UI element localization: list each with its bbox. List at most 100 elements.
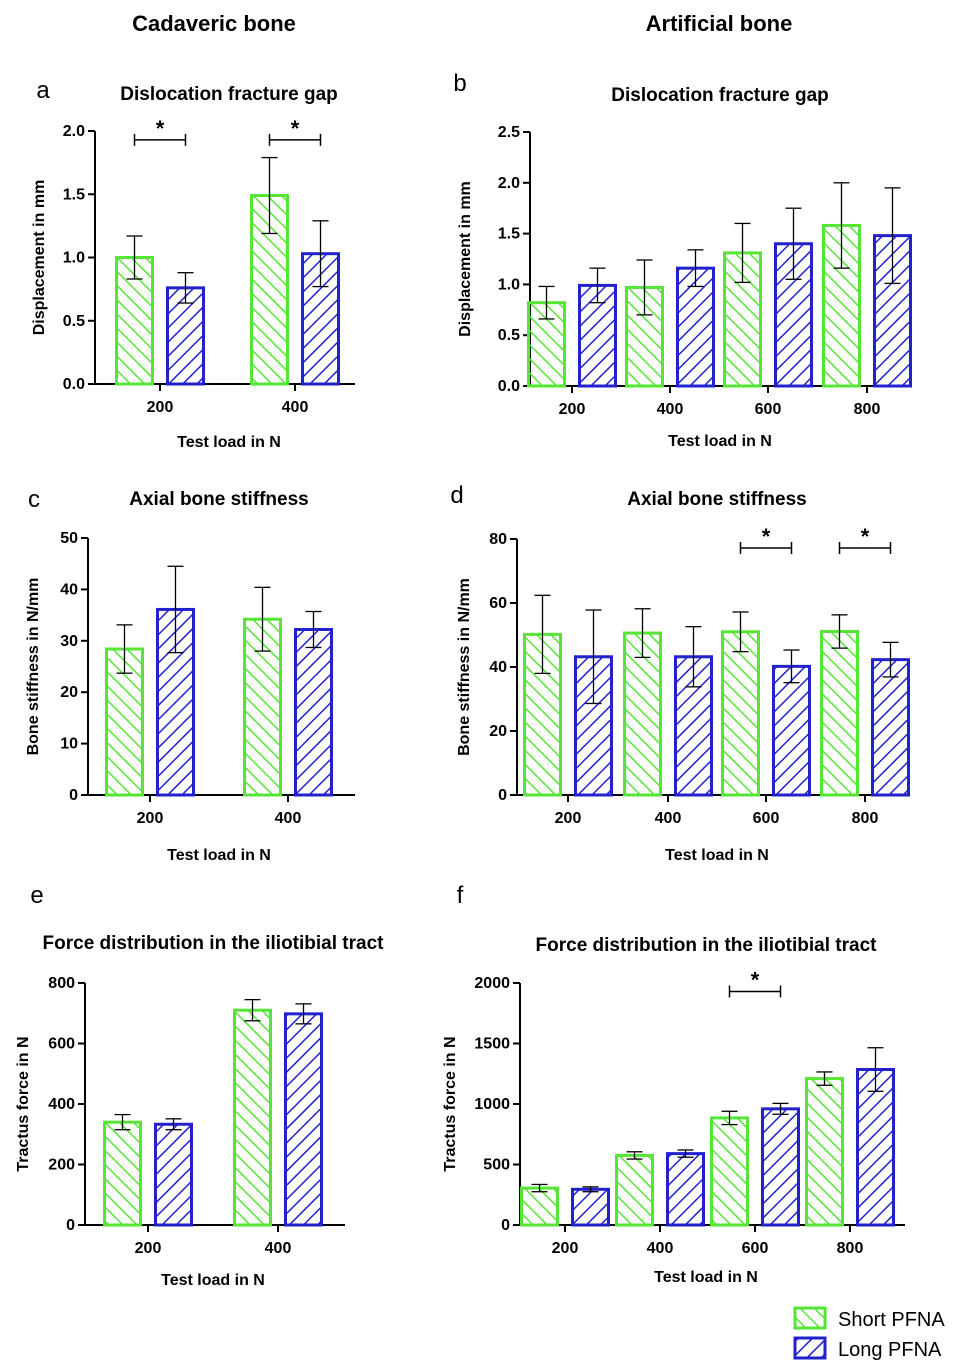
significance-star: * (751, 967, 760, 992)
error-bar (734, 222, 751, 284)
error-bar (126, 235, 143, 280)
x-axis-label: Test load in N (161, 1272, 265, 1289)
y-tick-label: 50 (60, 530, 78, 547)
x-tick-label: 800 (852, 810, 879, 827)
error-bar (534, 594, 551, 675)
bar-long-pfna (856, 1068, 895, 1227)
column-header-cadaveric: Cadaveric bone (132, 11, 296, 36)
y-tick-label: 2000 (474, 975, 510, 992)
error-bar (882, 641, 899, 678)
y-tick-label: 0 (69, 787, 78, 804)
error-bar (634, 608, 651, 659)
x-axis-label: Test load in N (668, 433, 772, 450)
panel-letter-d: d (450, 482, 463, 509)
chart-title: Axial bone stiffness (627, 489, 807, 510)
bar-long-pfna (772, 664, 811, 797)
x-tick-label: 400 (647, 1240, 674, 1257)
error-bar (687, 249, 704, 288)
y-tick-label: 60 (489, 595, 507, 612)
y-tick-label: 0 (501, 1217, 510, 1234)
chart-title: Force distribution in the iliotibial tra… (536, 935, 878, 956)
x-tick-label: 600 (753, 810, 780, 827)
error-bar (531, 1183, 548, 1193)
x-tick-label: 400 (282, 399, 309, 416)
error-bar (305, 610, 322, 649)
y-tick-label: 2.0 (63, 123, 85, 140)
x-tick-label: 400 (265, 1240, 292, 1257)
y-tick-label: 1.5 (63, 186, 85, 203)
error-bar (867, 1047, 884, 1092)
significance-bracket: * (728, 967, 782, 998)
bar-short-pfna (523, 632, 562, 797)
y-axis-label: Displacement in mm (457, 181, 474, 337)
y-tick-label: 40 (60, 581, 78, 598)
y-tick-label: 0.5 (63, 313, 85, 330)
x-axis-label: Test load in N (167, 847, 271, 864)
y-tick-label: 0 (66, 1217, 75, 1234)
bar-short-pfna (805, 1077, 844, 1227)
y-tick-label: 0.0 (63, 376, 85, 393)
x-axis-label: Test load in N (665, 847, 769, 864)
bar-long-pfna (284, 1012, 323, 1227)
y-tick-label: 0.5 (498, 327, 520, 344)
chart-title: Axial bone stiffness (129, 489, 309, 510)
y-tick-label: 200 (48, 1157, 75, 1174)
y-tick-label: 400 (48, 1096, 75, 1113)
x-axis-label: Test load in N (177, 434, 281, 451)
bar-short-pfna (520, 1186, 559, 1227)
error-bar (261, 156, 278, 235)
panel-letter-c: c (28, 486, 40, 513)
significance-star: * (762, 524, 771, 549)
x-tick-label: 800 (854, 401, 881, 418)
error-bar (721, 1110, 738, 1126)
error-bar (732, 611, 749, 653)
y-tick-label: 80 (489, 531, 507, 548)
error-bar (295, 1003, 312, 1025)
error-bar (114, 1113, 131, 1131)
bar-long-pfna (676, 266, 715, 388)
legend-label-long: Long PFNA (838, 1339, 942, 1361)
y-axis-label: Bone stiffness in N/mm (456, 578, 473, 756)
error-bar (677, 1149, 694, 1158)
significance-star: * (291, 116, 300, 141)
bar-short-pfna (233, 1008, 272, 1227)
y-tick-label: 20 (489, 723, 507, 740)
error-bar (636, 259, 653, 316)
error-bar (884, 187, 901, 285)
significance-bracket: * (838, 524, 892, 554)
bar-short-pfna (721, 630, 760, 797)
error-bar (116, 624, 133, 674)
x-tick-label: 800 (837, 1240, 864, 1257)
x-tick-label: 600 (742, 1240, 769, 1257)
panel-letter-e: e (30, 882, 43, 909)
error-bar (177, 272, 194, 304)
error-bar (582, 1186, 599, 1193)
error-bar (785, 207, 802, 280)
y-tick-label: 1500 (474, 1036, 510, 1053)
error-bar (254, 586, 271, 652)
chart-title: Dislocation fracture gap (120, 84, 338, 105)
bar-long-pfna (666, 1152, 705, 1227)
y-tick-label: 10 (60, 736, 78, 753)
bar-long-pfna (761, 1107, 800, 1227)
error-bar (772, 1102, 789, 1115)
x-tick-label: 200 (555, 810, 582, 827)
significance-bracket: * (268, 116, 322, 146)
error-bar (831, 614, 848, 649)
panel-letter-b: b (453, 70, 466, 97)
y-tick-label: 600 (48, 1036, 75, 1053)
x-tick-label: 600 (755, 401, 782, 418)
error-bar (685, 626, 702, 688)
x-tick-label: 200 (552, 1240, 579, 1257)
significance-star: * (156, 116, 165, 141)
x-tick-label: 400 (655, 810, 682, 827)
error-bar (538, 285, 555, 320)
error-bar (244, 998, 261, 1022)
x-axis-label: Test load in N (654, 1269, 758, 1286)
x-tick-label: 400 (657, 401, 684, 418)
y-tick-label: 1000 (474, 1096, 510, 1113)
y-tick-label: 0 (498, 787, 507, 804)
chart-panel-e: e Force distribution in the iliotibial tr… (15, 882, 384, 1289)
bar-short-pfna (103, 1120, 142, 1227)
